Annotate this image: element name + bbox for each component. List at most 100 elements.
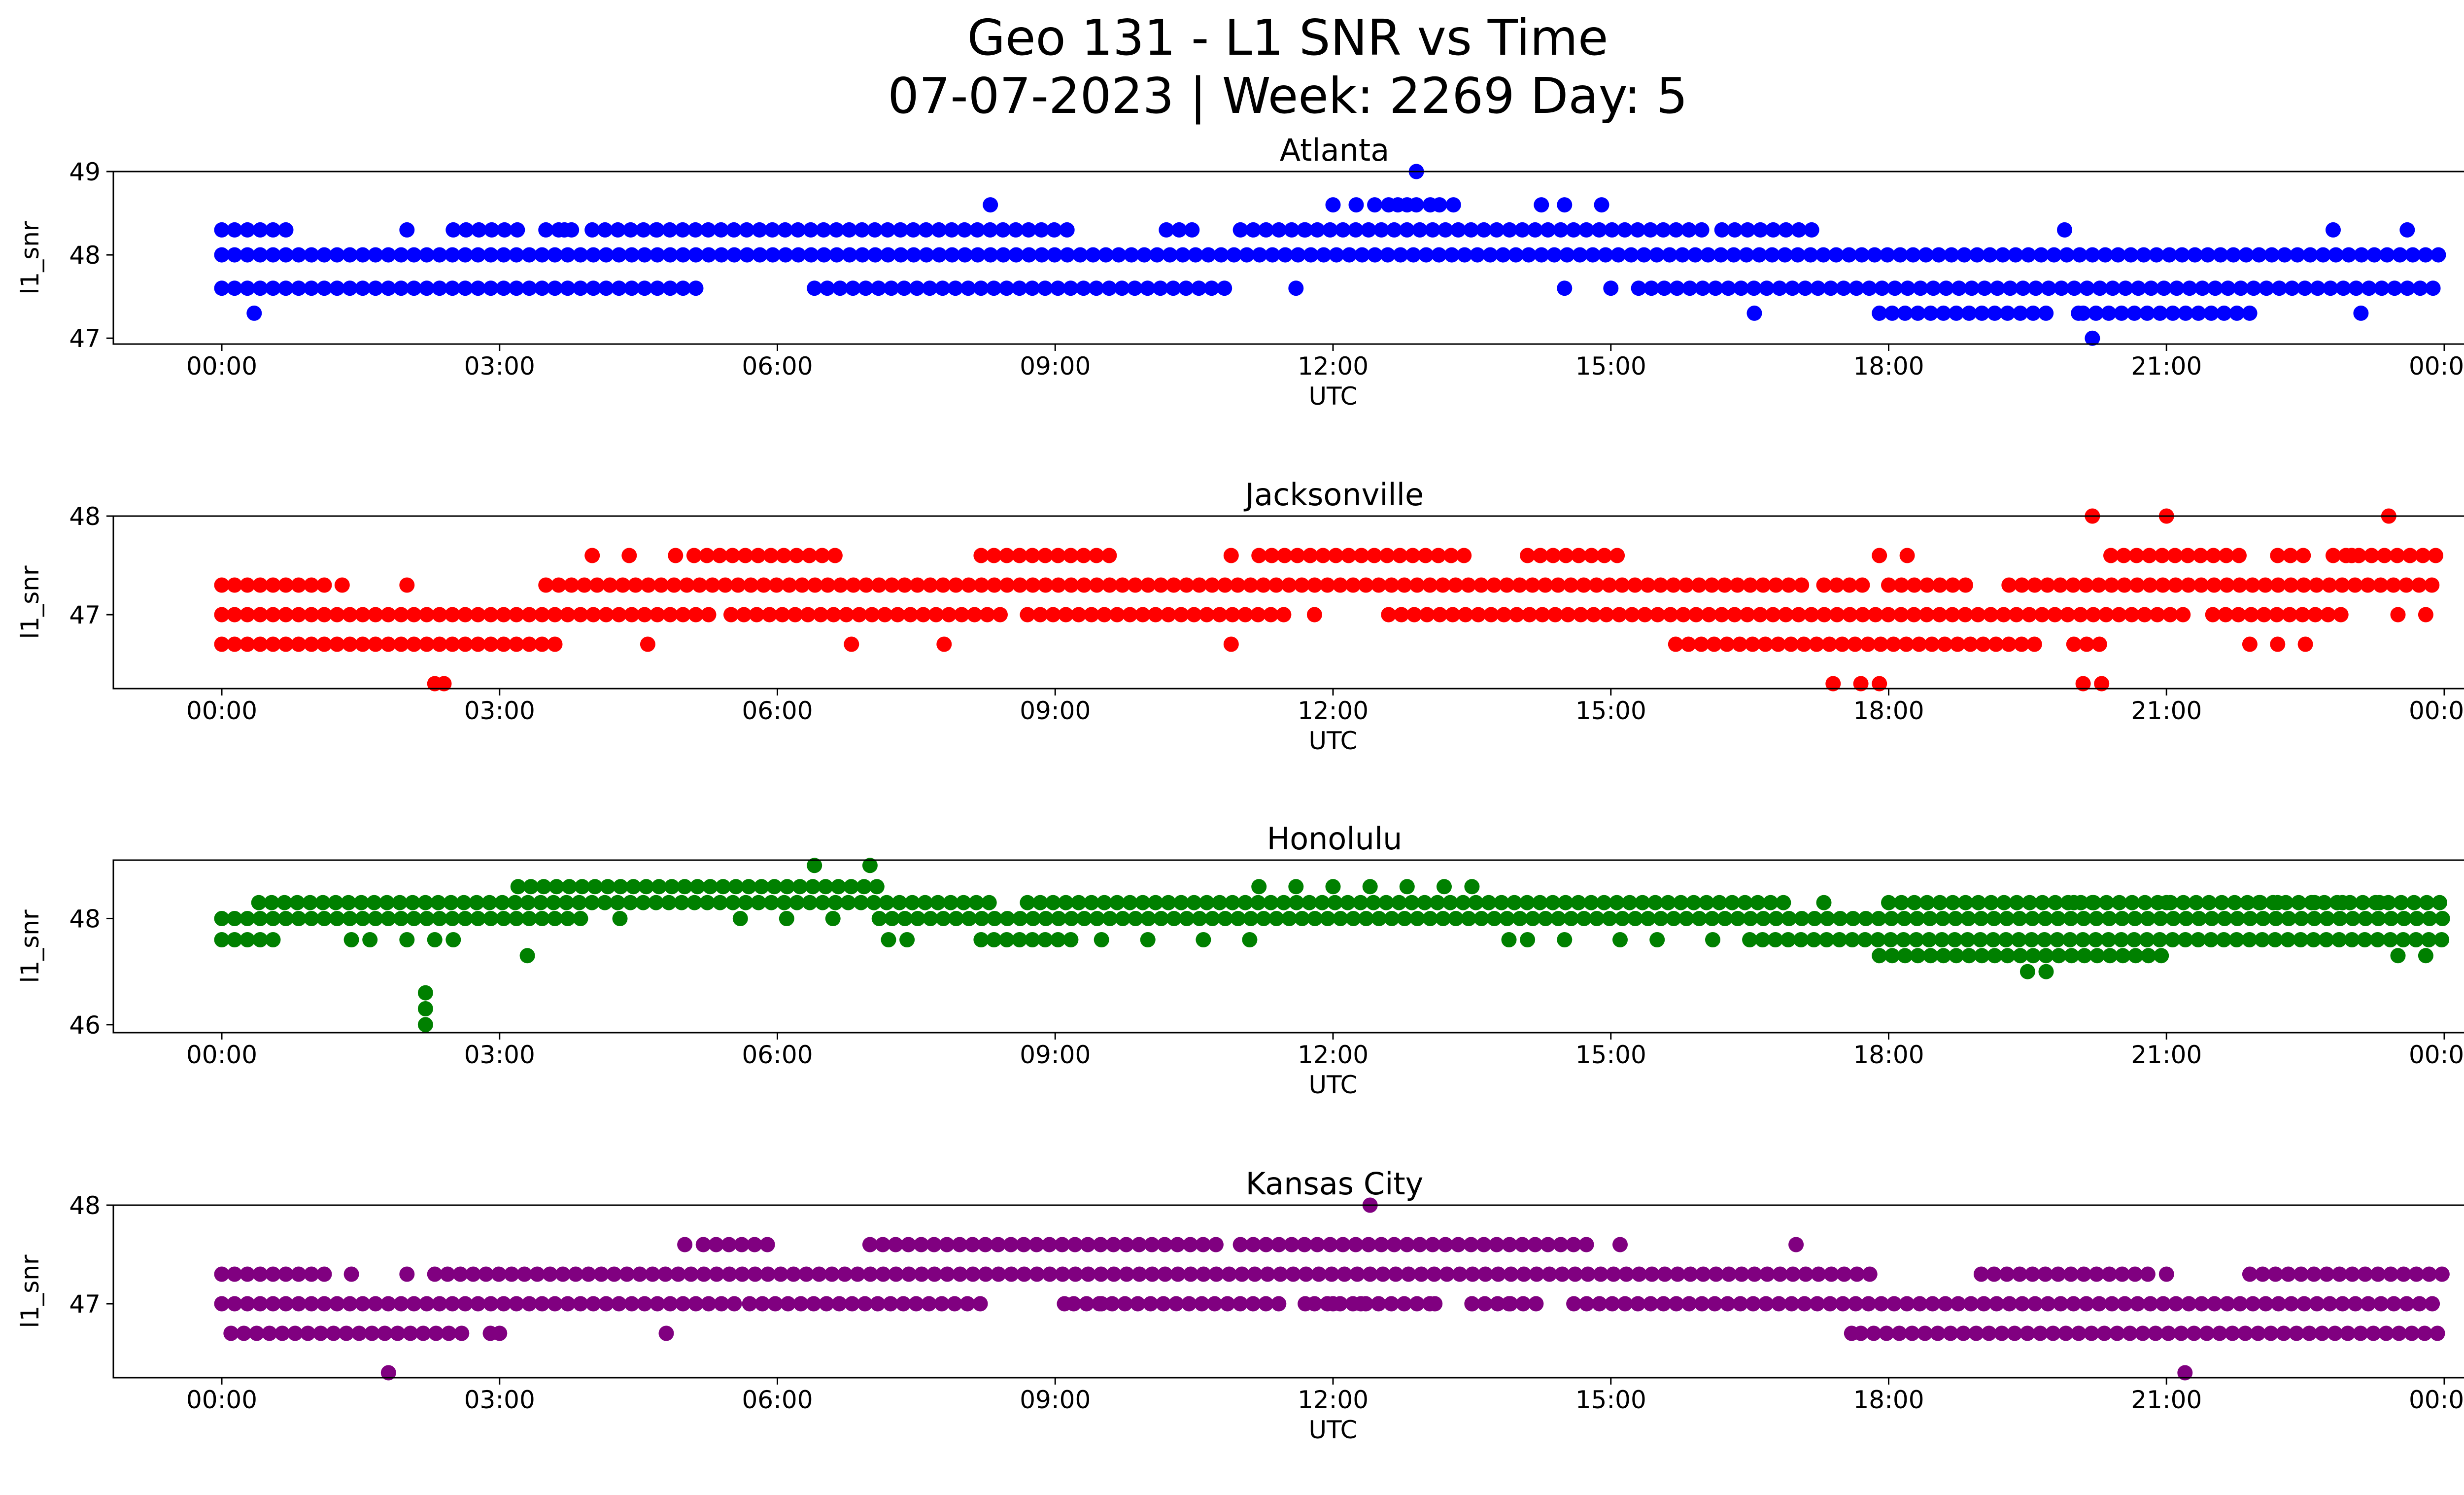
data-point bbox=[640, 636, 655, 652]
data-point bbox=[1724, 895, 1740, 910]
data-point bbox=[2024, 911, 2040, 926]
data-point bbox=[1335, 1237, 1351, 1252]
data-point bbox=[1695, 1266, 1711, 1282]
data-point bbox=[637, 280, 652, 296]
data-point bbox=[2394, 895, 2409, 910]
data-point bbox=[1397, 577, 1412, 593]
data-point bbox=[830, 879, 846, 895]
data-point bbox=[2233, 280, 2249, 296]
x-tick-label: 00:00 bbox=[2409, 352, 2464, 381]
data-point bbox=[1571, 548, 1587, 563]
data-point bbox=[2258, 1296, 2274, 1312]
data-point bbox=[1666, 911, 1681, 926]
data-point bbox=[1662, 247, 1677, 263]
data-point bbox=[1881, 607, 1896, 623]
data-point bbox=[2309, 577, 2325, 593]
data-point bbox=[1974, 948, 1990, 964]
data-point bbox=[2271, 1296, 2287, 1312]
data-point bbox=[432, 911, 447, 926]
data-point bbox=[227, 1266, 242, 1282]
data-point bbox=[443, 895, 459, 910]
data-point bbox=[265, 636, 281, 652]
data-point bbox=[1250, 607, 1266, 623]
data-point bbox=[2408, 1266, 2424, 1282]
data-point bbox=[496, 247, 512, 263]
data-point bbox=[1373, 222, 1389, 238]
data-point bbox=[1165, 280, 1181, 296]
data-point bbox=[1597, 548, 1612, 563]
data-point bbox=[355, 636, 371, 652]
data-point bbox=[1477, 1296, 1493, 1312]
data-point bbox=[1842, 577, 1857, 593]
data-point bbox=[1499, 577, 1515, 593]
data-point bbox=[2327, 1325, 2343, 1341]
data-point bbox=[1225, 895, 1240, 910]
data-point bbox=[289, 895, 305, 910]
data-point bbox=[1866, 1325, 1882, 1341]
data-point bbox=[818, 879, 833, 895]
data-point bbox=[1862, 1266, 1878, 1282]
data-point bbox=[1501, 932, 1517, 947]
data-point bbox=[432, 280, 447, 296]
data-point bbox=[1879, 1325, 1894, 1341]
data-point bbox=[1506, 895, 1522, 910]
x-tick-label: 18:00 bbox=[1853, 1041, 1924, 1069]
data-point bbox=[1961, 948, 1977, 964]
data-point bbox=[264, 895, 279, 910]
data-point bbox=[2331, 932, 2347, 947]
data-point bbox=[478, 1266, 494, 1282]
data-point bbox=[509, 1296, 524, 1312]
data-point bbox=[992, 607, 1008, 623]
data-point bbox=[1366, 895, 1381, 910]
data-point bbox=[816, 247, 832, 263]
axes-frame-kansas-city bbox=[112, 1204, 2464, 1379]
data-point bbox=[837, 1266, 853, 1282]
data-point bbox=[2015, 1296, 2030, 1312]
data-point bbox=[329, 636, 345, 652]
data-point bbox=[613, 879, 628, 895]
data-point bbox=[1957, 607, 1973, 623]
data-point bbox=[2110, 247, 2126, 263]
data-point bbox=[2232, 1296, 2248, 1312]
data-point bbox=[1096, 607, 1112, 623]
data-point bbox=[664, 879, 680, 895]
data-point bbox=[1324, 1266, 1339, 1282]
data-point bbox=[2114, 932, 2129, 947]
data-point bbox=[1325, 879, 1341, 895]
data-point bbox=[1153, 280, 1168, 296]
data-point bbox=[1554, 1266, 1570, 1282]
data-point bbox=[611, 247, 627, 263]
data-point bbox=[2390, 548, 2405, 563]
data-point bbox=[1358, 577, 1374, 593]
data-point bbox=[2283, 548, 2298, 563]
subplot-title-jacksonville: Jacksonville bbox=[1243, 477, 1424, 513]
data-point bbox=[2255, 1266, 2270, 1282]
data-point bbox=[978, 1266, 993, 1282]
data-point bbox=[754, 1296, 770, 1312]
data-point bbox=[278, 247, 294, 263]
data-point bbox=[2045, 1325, 2061, 1341]
data-point bbox=[1503, 1266, 1519, 1282]
data-point bbox=[1450, 222, 1466, 238]
data-point bbox=[1758, 1296, 1774, 1312]
data-point bbox=[1196, 932, 1211, 947]
data-point bbox=[1708, 1266, 1724, 1282]
data-point bbox=[677, 1237, 693, 1252]
data-point bbox=[2058, 1325, 2074, 1341]
data-point bbox=[1021, 222, 1036, 238]
data-point bbox=[899, 932, 915, 947]
data-point bbox=[2242, 911, 2258, 926]
data-point bbox=[763, 895, 779, 910]
data-point bbox=[1894, 577, 1909, 593]
data-point bbox=[251, 895, 267, 910]
data-point bbox=[662, 607, 678, 623]
data-point bbox=[1732, 636, 1747, 652]
data-point bbox=[645, 1266, 660, 1282]
data-point bbox=[701, 607, 717, 623]
data-point bbox=[999, 280, 1015, 296]
x-axis-label-atlanta: UTC bbox=[1308, 382, 1357, 411]
data-point bbox=[1737, 895, 1753, 910]
data-point bbox=[1012, 577, 1028, 593]
data-point bbox=[1288, 280, 1304, 296]
axes-frame-jacksonville bbox=[112, 515, 2464, 690]
